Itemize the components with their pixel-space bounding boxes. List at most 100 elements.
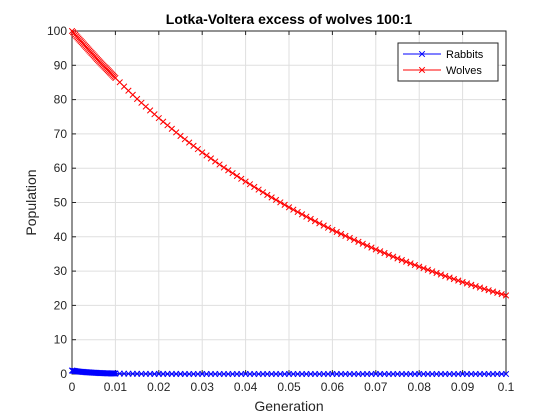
legend: Rabbits Wolves [397,42,499,82]
data-point [229,169,236,177]
data-point [355,238,362,245]
data-point [242,178,249,185]
y-tick-label: 40 [54,230,68,244]
data-point [372,246,379,253]
data-point [324,224,332,231]
legend-label: Rabbits [446,49,484,61]
x-tick-label: 0.07 [364,380,388,394]
x-tick-label: 0.04 [234,380,258,394]
x-tick-label: 0.09 [451,380,475,394]
data-point [368,244,375,251]
x-tick-label: 0.05 [277,380,301,394]
data-point [476,284,484,291]
data-point [429,268,436,275]
y-tick-label: 60 [54,161,68,175]
data-point [350,236,358,244]
legend-marker [418,66,426,74]
y-tick-label: 20 [54,298,68,312]
data-point [337,230,345,238]
data-point [502,292,510,299]
data-point [359,240,366,247]
data-point [203,152,210,159]
x-tick-label: 0.03 [191,380,215,394]
y-tick-label: 90 [54,58,68,72]
data-point [298,211,306,218]
data-point [407,260,414,267]
data-point [111,370,118,377]
data-point [442,272,449,280]
data-point [420,265,427,272]
data-point [225,167,232,174]
y-tick-label: 10 [54,333,68,347]
data-point [342,232,349,240]
data-point [268,194,275,201]
data-point [259,189,267,196]
y-tick-label: 30 [54,264,68,278]
data-point [272,196,280,204]
data-point [411,261,419,269]
y-tick-label: 80 [54,93,68,107]
legend-item-rabbits: Rabbits [403,49,484,61]
data-point [168,125,175,132]
data-point [311,218,319,225]
data-point [199,149,206,156]
data-point [307,215,314,223]
x-tick-label: 0.06 [321,380,345,394]
data-point [173,129,180,136]
y-tick-label: 0 [60,367,67,381]
data-point [390,253,397,260]
data-point [216,161,223,168]
legend-item-wolves: Wolves [403,65,482,77]
data-point [381,249,388,257]
data-point [181,136,188,143]
data-point [220,164,228,171]
data-point [238,175,245,182]
x-tick-label: 0 [69,380,76,394]
chart-title: Lotka-Voltera excess of wolves 100:1 [166,11,413,27]
data-point [346,234,353,242]
series-layer [68,27,510,378]
x-tick-label: 0.01 [104,380,128,394]
y-axis-label: Population [23,169,39,235]
data-point [416,263,423,270]
data-point [424,266,432,273]
data-point [363,242,371,249]
data-point [385,251,392,258]
data-point [437,271,445,278]
y-tick-label: 70 [54,127,68,141]
data-point [159,118,167,125]
data-point [290,206,297,213]
data-point [463,280,471,287]
data-point [403,258,410,265]
data-point [285,204,293,211]
data-point [455,277,462,284]
data-point [485,287,492,294]
data-point [450,275,458,283]
data-point [233,172,241,180]
data-point [207,155,215,162]
data-point [303,213,310,220]
data-point [320,222,327,229]
data-point [246,181,254,188]
data-point [333,228,340,236]
data-point [190,142,197,149]
data-point [264,191,271,199]
data-point [398,256,405,264]
data-point [394,255,401,262]
y-tick-label: 100 [47,24,67,38]
data-point [186,139,193,146]
data-point [376,248,384,255]
x-tick-label: 0.08 [408,380,432,394]
data-point [472,283,479,290]
data-point [498,290,505,298]
legend-label: Wolves [446,65,482,77]
data-point [433,269,440,277]
data-point [164,122,171,129]
data-point [155,114,162,122]
data-point [277,199,284,206]
data-point [316,220,323,227]
data-point [194,145,202,153]
data-point [329,226,336,234]
data-point [489,288,497,295]
